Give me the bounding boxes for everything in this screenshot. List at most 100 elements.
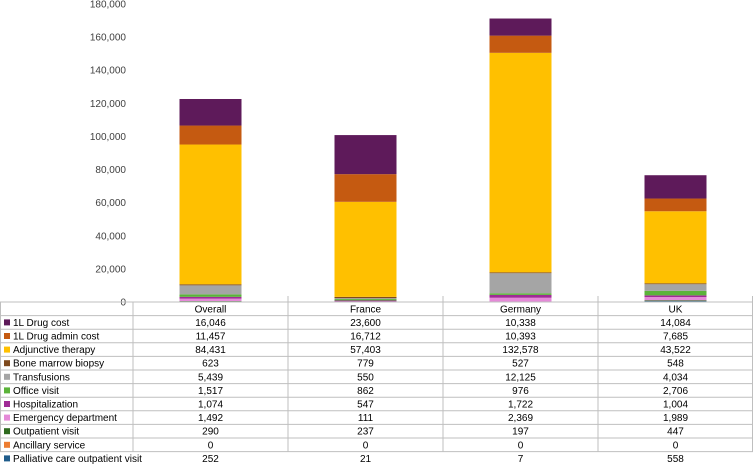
legend-label: Office visit — [13, 386, 59, 397]
table-cell-value: 1,074 — [198, 400, 223, 411]
table-cell-value: 132,578 — [502, 345, 539, 356]
bar-segment — [334, 174, 397, 202]
legend-swatch — [4, 387, 10, 394]
bar-segment — [489, 297, 552, 302]
table-cell-value: 558 — [667, 454, 684, 464]
table-cell-value: 252 — [202, 454, 219, 464]
legend-swatch — [4, 360, 10, 367]
legend-swatch — [4, 441, 10, 448]
category-label: France — [350, 304, 382, 315]
data-table: Overall France Germany UK 1L Drug cost 16,046… — [0, 296, 753, 464]
table-cell-value: 623 — [202, 359, 219, 370]
legend-label: Hospitalization — [13, 400, 78, 411]
legend-swatch — [4, 414, 10, 421]
table-cell-value: 16,046 — [195, 318, 226, 329]
bar-segment — [179, 294, 242, 297]
bar-segment — [644, 297, 707, 301]
bar-segment — [334, 299, 397, 301]
y-tick-label: 20,000 — [95, 264, 126, 275]
table-cell-value: 0 — [673, 440, 679, 451]
category-label: Germany — [500, 304, 541, 315]
category-label: Overall — [195, 304, 227, 315]
bar-segment — [334, 300, 397, 302]
bar-segment — [489, 293, 552, 295]
table-cell-value: 43,522 — [660, 345, 691, 356]
table-cell-value: 2,706 — [663, 386, 688, 397]
bar-segment — [179, 98, 242, 126]
legend-label: Ancillary service — [13, 440, 86, 451]
y-axis: 0 20,000 40,000 60,000 80,000 100,000 120,000 1… — [90, 0, 127, 309]
bar-segment — [489, 294, 552, 298]
table-cell-value: 7 — [518, 454, 524, 464]
bar-segment — [489, 18, 552, 36]
table-cell-value: 237 — [357, 427, 374, 438]
bar-segment — [179, 298, 242, 302]
bar-segment — [334, 296, 397, 299]
y-tick-label: 80,000 — [95, 165, 126, 176]
y-tick-label: 0 — [120, 298, 126, 309]
table-cell-value: 57,403 — [350, 345, 381, 356]
bar-segment — [644, 295, 707, 298]
table-cell-value: 12,125 — [505, 372, 536, 383]
table-cell-value: 1,722 — [508, 400, 533, 411]
legend-swatch — [4, 319, 10, 326]
y-tick-label: 180,000 — [90, 0, 127, 11]
table-cell-value: 1,004 — [663, 400, 688, 411]
legend-swatch — [4, 333, 10, 339]
bar-segment — [644, 290, 707, 296]
table-cell-value: 7,685 — [663, 332, 688, 343]
legend-label: 1L Drug cost — [13, 318, 70, 329]
y-tick-label: 100,000 — [90, 132, 127, 143]
bar-segment — [644, 283, 707, 285]
bar-segment — [644, 198, 707, 212]
y-tick-label: 140,000 — [90, 66, 127, 77]
table-cell-value: 16,712 — [350, 332, 381, 343]
table-cell-value: 10,393 — [505, 332, 536, 343]
category-label: UK — [669, 304, 683, 315]
legend-label: Outpatient visit — [13, 427, 79, 438]
legend-label: Bone marrow biopsy — [13, 359, 104, 370]
table-cell-value: 2,369 — [508, 413, 533, 424]
table-cell-value: 779 — [357, 359, 374, 370]
table-cell-value: 14,084 — [660, 318, 691, 329]
bar-segment — [334, 135, 397, 175]
y-tick-label: 60,000 — [95, 198, 126, 209]
legend-swatch — [4, 373, 10, 380]
table-cell-value: 23,600 — [350, 318, 381, 329]
table-cell-value: 447 — [667, 427, 684, 438]
bar-segment — [179, 296, 242, 299]
bars — [179, 18, 707, 302]
table-cell-value: 1,517 — [198, 386, 223, 397]
legend-swatch — [4, 346, 10, 353]
bar-segment — [644, 211, 707, 284]
bar-segment — [644, 284, 707, 291]
table-cell-value: 4,034 — [663, 372, 688, 383]
table-cell-value: 0 — [208, 440, 214, 451]
table-cell-value: 197 — [512, 427, 529, 438]
bar-segment — [179, 125, 242, 145]
table-cell-value: 111 — [358, 413, 374, 424]
table-cell-value: 10,338 — [505, 318, 536, 329]
bar-segment — [334, 298, 397, 300]
table-cell-value: 1,989 — [663, 413, 688, 424]
bar-segment — [334, 201, 397, 297]
bar-segment — [644, 300, 707, 302]
legend-label: 1L Drug admin cost — [13, 332, 100, 343]
legend-swatch — [4, 455, 10, 462]
table-cell-value: 84,431 — [195, 345, 226, 356]
legend-label: Palliative care outpatient visit — [13, 454, 142, 464]
y-tick-label: 120,000 — [90, 99, 127, 110]
legend-swatch — [4, 428, 10, 435]
bar-segment — [489, 35, 552, 53]
bar-segment — [489, 52, 552, 273]
table-cell-value: 527 — [512, 359, 529, 370]
legend-label: Transfusions — [13, 372, 70, 383]
table-cell-value: 862 — [357, 386, 374, 397]
table-cell-value: 976 — [512, 386, 529, 397]
table-cell-value: 290 — [202, 427, 219, 438]
y-tick-label: 40,000 — [95, 231, 126, 242]
table-cell-value: 21 — [360, 454, 372, 464]
bar-segment — [179, 284, 242, 286]
table-cell-value: 5,439 — [198, 372, 223, 383]
